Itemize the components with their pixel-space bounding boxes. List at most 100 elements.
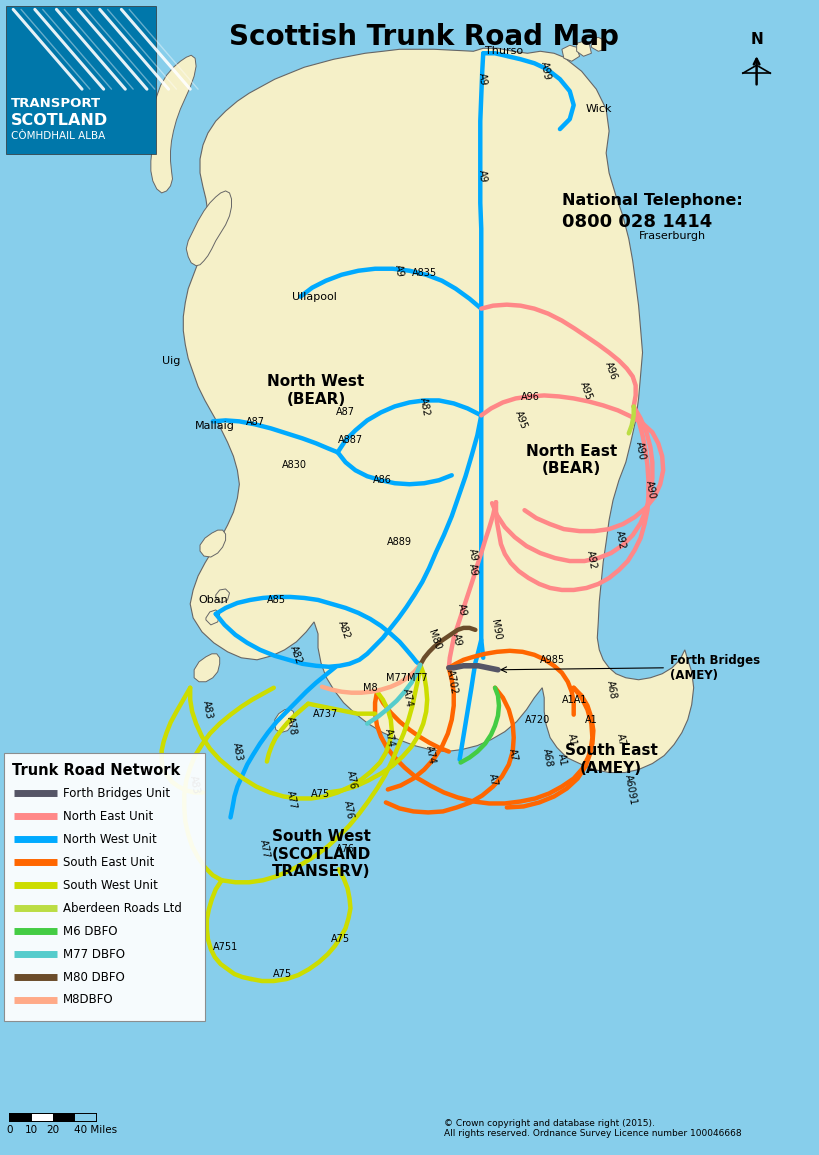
- Text: A96: A96: [603, 360, 618, 381]
- Text: A830: A830: [282, 461, 306, 470]
- Polygon shape: [186, 191, 231, 266]
- Text: A835: A835: [411, 268, 437, 277]
- Text: A95: A95: [512, 410, 528, 431]
- Text: M8DBFO: M8DBFO: [63, 993, 114, 1006]
- Text: M6 DBFO: M6 DBFO: [63, 925, 118, 938]
- Text: South West
(SCOTLAND
TRANSERV): South West (SCOTLAND TRANSERV): [271, 829, 370, 879]
- Polygon shape: [151, 55, 196, 193]
- Text: A78: A78: [284, 715, 297, 736]
- Text: A75: A75: [311, 790, 330, 799]
- Text: A77: A77: [284, 789, 297, 810]
- Text: A985: A985: [539, 655, 564, 665]
- Text: South East Unit: South East Unit: [63, 856, 155, 869]
- Text: N: N: [749, 32, 762, 47]
- Text: A74: A74: [423, 744, 437, 765]
- Polygon shape: [215, 589, 229, 603]
- Text: Trunk Road Network: Trunk Road Network: [12, 762, 180, 777]
- Text: A76: A76: [342, 799, 355, 820]
- Text: A68: A68: [540, 747, 553, 768]
- Text: South East
(AMEY): South East (AMEY): [564, 744, 657, 776]
- Text: Forth Bridges
(AMEY): Forth Bridges (AMEY): [669, 654, 759, 681]
- Text: A7: A7: [486, 773, 499, 787]
- Text: A751: A751: [213, 942, 238, 952]
- Polygon shape: [590, 37, 604, 51]
- Text: A90: A90: [633, 440, 646, 461]
- Text: Scottish Trunk Road Map: Scottish Trunk Road Map: [229, 23, 618, 51]
- Polygon shape: [183, 49, 693, 773]
- Text: M80: M80: [425, 628, 441, 651]
- Polygon shape: [576, 42, 590, 57]
- Text: M90: M90: [489, 619, 502, 641]
- Text: A9: A9: [450, 633, 462, 647]
- Text: Mallaig: Mallaig: [195, 422, 235, 431]
- Text: Aberdeen Roads Ltd: Aberdeen Roads Ltd: [63, 902, 182, 915]
- Text: A7: A7: [614, 732, 627, 747]
- Text: A1: A1: [584, 715, 597, 724]
- FancyBboxPatch shape: [7, 7, 156, 154]
- Text: South West Unit: South West Unit: [63, 879, 158, 892]
- Text: A83: A83: [188, 774, 201, 795]
- Text: A9: A9: [392, 263, 405, 278]
- Text: 10: 10: [25, 1125, 38, 1134]
- Text: National Telephone:: National Telephone:: [561, 193, 742, 208]
- Text: Fraserburgh: Fraserburgh: [638, 231, 705, 241]
- Text: A90: A90: [643, 480, 656, 500]
- FancyBboxPatch shape: [4, 753, 205, 1021]
- Text: M77 DBFO: M77 DBFO: [63, 947, 125, 961]
- Polygon shape: [274, 709, 294, 732]
- Text: A7: A7: [506, 747, 518, 762]
- Text: 20: 20: [46, 1125, 59, 1134]
- Text: A74: A74: [400, 687, 414, 708]
- Text: A87: A87: [246, 417, 265, 427]
- Text: A87: A87: [336, 408, 355, 417]
- Text: A1A1: A1A1: [561, 694, 586, 705]
- Text: A737: A737: [313, 709, 338, 718]
- Text: A889: A889: [387, 537, 412, 547]
- Text: Thurso: Thurso: [485, 46, 523, 57]
- Text: Ullapool: Ullapool: [292, 292, 337, 301]
- Text: A76: A76: [336, 844, 355, 855]
- Bar: [9, 1112, 31, 1120]
- Text: Uig: Uig: [161, 356, 180, 365]
- Text: Forth Bridges Unit: Forth Bridges Unit: [63, 787, 170, 800]
- Text: A9: A9: [455, 603, 467, 617]
- Text: A6091: A6091: [622, 774, 637, 806]
- Text: 40 Miles: 40 Miles: [75, 1125, 117, 1134]
- Text: A82: A82: [335, 619, 351, 641]
- Text: A86: A86: [372, 475, 391, 485]
- Text: Wick: Wick: [585, 104, 611, 114]
- Text: TRANSPORT: TRANSPORT: [11, 97, 102, 110]
- Text: © Crown copyright and database right (2015).
All rights reserved. Ordnance Surve: © Crown copyright and database right (20…: [443, 1119, 740, 1138]
- Text: A83: A83: [231, 742, 244, 762]
- Text: North West
(BEAR): North West (BEAR): [267, 374, 364, 407]
- Text: A75: A75: [331, 934, 350, 944]
- Text: SCOTLAND: SCOTLAND: [11, 113, 108, 128]
- Text: North East
(BEAR): North East (BEAR): [526, 444, 617, 477]
- Polygon shape: [194, 654, 219, 681]
- Bar: [52, 1112, 74, 1120]
- Text: A68: A68: [604, 679, 617, 700]
- Bar: [31, 1112, 52, 1120]
- Text: A77: A77: [258, 839, 271, 859]
- Text: CÒMHDHAIL ALBA: CÒMHDHAIL ALBA: [11, 131, 106, 141]
- Polygon shape: [206, 610, 219, 625]
- Text: A95: A95: [578, 380, 594, 401]
- Text: A92: A92: [613, 530, 627, 550]
- Text: North West Unit: North West Unit: [63, 833, 157, 845]
- Text: A9: A9: [476, 169, 487, 182]
- Text: A83: A83: [201, 700, 215, 720]
- Text: A9: A9: [467, 562, 479, 578]
- Text: A9: A9: [467, 547, 479, 562]
- Text: M8: M8: [362, 683, 377, 693]
- Polygon shape: [200, 530, 225, 557]
- Text: A702: A702: [444, 669, 459, 695]
- Text: A887: A887: [337, 435, 363, 446]
- Text: A1: A1: [555, 752, 568, 767]
- Text: M77MT7: M77MT7: [385, 672, 427, 683]
- Text: A96: A96: [520, 393, 539, 402]
- Polygon shape: [561, 45, 579, 61]
- Text: A85: A85: [267, 595, 286, 605]
- Text: A74: A74: [382, 728, 396, 747]
- Text: A76: A76: [345, 769, 358, 790]
- Text: A1: A1: [565, 732, 577, 747]
